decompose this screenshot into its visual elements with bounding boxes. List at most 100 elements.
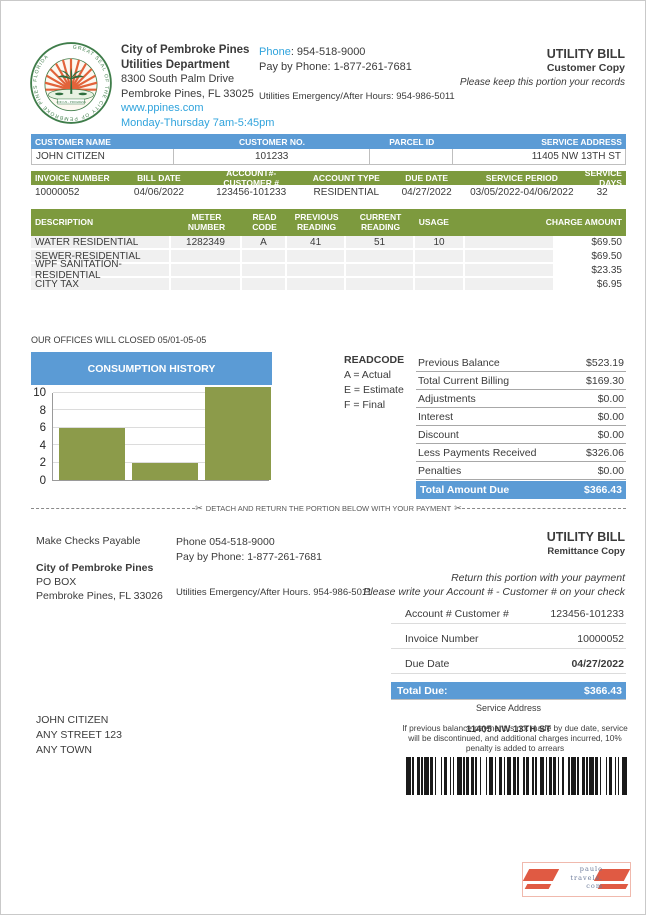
copy-type: Customer Copy: [546, 62, 625, 74]
summary-row: Total Current Billing $169.30: [416, 372, 626, 390]
col-customer-no: CUSTOMER NO.: [238, 136, 305, 147]
total-due-bar: Total Due: $366.43: [391, 682, 626, 700]
return-instructions: Return this portion with your payment Pl…: [363, 572, 625, 598]
city-seal-logo: GREAT SEAL OF THE CITY OF PEMBROKE PINES…: [30, 42, 112, 124]
remit-phone: Phone 054-518-9000: [176, 536, 275, 548]
mailing-address: JOHN CITIZEN ANY STREET 123 ANY TOWN: [36, 713, 122, 758]
remit-pay-by-phone: Pay by Phone: 1-877-261-7681: [176, 550, 322, 563]
consumption-bar: [59, 427, 125, 480]
website-link: www.ppines.com: [121, 102, 204, 114]
phone-line: Phone: 954-518-9000: [259, 45, 455, 60]
invoice-table-row: 10000052 04/06/2022 123456-101233 RESIDE…: [31, 185, 626, 200]
org-name: City of Pembroke Pines: [121, 44, 250, 56]
readcode-title: READCODE: [344, 354, 405, 366]
watermark-text: paulo travels. com: [570, 865, 603, 890]
col-due-date: DUE DATE: [405, 173, 449, 183]
col-account-type: ACCOUNT TYPE: [312, 173, 380, 183]
office-hours: Monday-Thursday 7am-5:45pm: [121, 116, 275, 129]
scissors-icon: ✂: [454, 503, 462, 513]
parcel-id: [370, 149, 454, 164]
bill-title-block: UTILITY BILL Customer Copy Please keep t…: [460, 47, 625, 90]
paulo-travels-watermark: paulo travels. com: [522, 862, 631, 897]
chart-area: 0 2 4 6 8 10: [31, 385, 272, 487]
bill-title: UTILITY BILL: [546, 47, 625, 61]
col-previous-reading: PREVIOUS READING: [294, 211, 339, 232]
pay-by-phone: Pay by Phone: 1-877-261-7681: [259, 60, 412, 73]
col-account-customer: ACCOUNT#- CUSTOMER #: [223, 168, 279, 188]
payee-name: City of Pembroke Pines: [36, 562, 154, 574]
due-date: 04/27/2022: [401, 187, 452, 198]
remit-emergency: Utilities Emergency/After Hours. 954-986…: [176, 587, 372, 598]
org-address-line2: Pembroke Pines, FL 33025: [121, 87, 254, 100]
invoice-table-header: INVOICE NUMBER BILL DATE ACCOUNT#- CUSTO…: [31, 168, 626, 188]
customer-table: CUSTOMER NAME CUSTOMER NO. PARCEL ID SER…: [31, 134, 626, 165]
account-customer-no: 123456-101233: [216, 187, 287, 198]
summary-row: Penalties $0.00: [416, 462, 626, 480]
watermark-stripe: [523, 869, 560, 881]
bill-date: 04/06/2022: [133, 187, 184, 198]
dashed-line: [31, 508, 196, 509]
col-customer-name: CUSTOMER NAME: [35, 136, 111, 147]
offices-closed-notice: OUR OFFICES WILL CLOSED 05/01-05-05: [31, 335, 207, 345]
phone-number: : 954-518-9000: [290, 46, 366, 58]
payee-pobox: PO BOX: [36, 576, 77, 588]
detach-text: DETACH AND RETURN THE PORTION BELOW WITH…: [205, 504, 452, 513]
charge-row: CITY TAX $6.95: [31, 278, 626, 292]
remit-duedate-row: Due Date 04/27/2022: [391, 657, 626, 674]
readcode-final: F = Final: [344, 399, 386, 411]
payee-block: City of Pembroke Pines PO BOX Pembroke P…: [36, 561, 163, 603]
charge-row: SEWER-RESIDENTIAL $69.50: [31, 250, 626, 264]
mailing-name: JOHN CITIZEN: [36, 714, 109, 726]
emergency-line: Utilities Emergency/After Hours: 954-986…: [259, 91, 455, 102]
mailing-town: ANY TOWN: [36, 744, 93, 756]
service-address-label: Service Address: [475, 703, 542, 713]
summary-row: Adjustments $0.00: [416, 390, 626, 408]
account-type: RESIDENTIAL: [313, 187, 380, 198]
charges-table-header: DESCRIPTION METER NUMBER READ CODE PREVI…: [31, 209, 626, 236]
make-checks-payable: Make Checks Payable: [36, 535, 141, 547]
summary-row: Discount $0.00: [416, 426, 626, 444]
remit-bill-title: UTILITY BILL: [546, 530, 625, 544]
service-address: 11405 NW 13TH ST: [531, 151, 621, 162]
org-address-line1: 8300 South Palm Drive: [121, 73, 235, 85]
col-usage: USAGE: [418, 216, 449, 227]
org-dept: Utilities Department: [121, 58, 230, 71]
consumption-bar: [132, 462, 198, 480]
col-parcel-id: PARCEL ID: [389, 136, 435, 147]
service-period: 03/05/2022-04/06/2022: [470, 187, 574, 198]
col-meter-number: METER NUMBER: [187, 211, 226, 232]
invoice-number: 10000052: [35, 187, 80, 198]
customer-name: JOHN CITIZEN: [32, 149, 175, 164]
remit-service-address: 11405 NW 13TH ST: [465, 724, 551, 735]
chart-yaxis: 0 2 4 6 8 10: [33, 387, 46, 487]
phone-block: Phone: 954-518-9000 Pay by Phone: 1-877-…: [259, 45, 455, 105]
col-current-reading: CURRENT READING: [359, 211, 402, 232]
utility-address-block: City of Pembroke Pines Utilities Departm…: [121, 43, 274, 130]
charges-table: DESCRIPTION METER NUMBER READ CODE PREVI…: [31, 209, 626, 292]
chart-title: CONSUMPTION HISTORY: [31, 352, 272, 385]
dashed-line: [461, 508, 627, 509]
invoice-table: INVOICE NUMBER BILL DATE ACCOUNT#- CUSTO…: [31, 168, 626, 200]
charge-row: WPF SANITATION-RESIDENTIAL $23.35: [31, 259, 626, 281]
charge-row: WATER RESIDENTIAL 1282349 A 41 51 10 $69…: [31, 236, 626, 250]
total-amount-due-bar: Total Amount Due $366.43: [416, 481, 626, 499]
summary-row: Interest $0.00: [416, 408, 626, 426]
remit-phone-block: Phone 054-518-9000 Pay by Phone: 1-877-2…: [176, 535, 372, 601]
col-invoice-number: INVOICE NUMBER: [35, 173, 110, 183]
remit-invoice-row: Invoice Number 10000052: [391, 632, 626, 649]
col-service-address: SERVICE ADDRESS: [541, 136, 622, 147]
phone-label: Phone: [259, 46, 291, 58]
customer-table-row: JOHN CITIZEN 101233 11405 NW 13TH ST: [31, 149, 626, 165]
col-bill-date: BILL DATE: [137, 173, 181, 183]
col-service-days: SERVICE DAYS: [584, 168, 622, 188]
remit-detail-rows: Account # Customer #123456-101233 Invoic…: [391, 607, 626, 735]
customer-table-header: CUSTOMER NAME CUSTOMER NO. PARCEL ID SER…: [31, 134, 626, 149]
readcode-actual: A = Actual: [344, 369, 391, 381]
palm-tree-icon: [57, 67, 85, 94]
late-payment-fine-print: If previous balance payment is not made …: [402, 723, 628, 753]
billing-summary-table: Previous Balance $523.19 Total Current Bi…: [416, 354, 626, 499]
customer-no: 101233: [174, 149, 370, 164]
consumption-bar: [205, 386, 271, 480]
remit-copy-type: Remittance Copy: [547, 545, 625, 557]
